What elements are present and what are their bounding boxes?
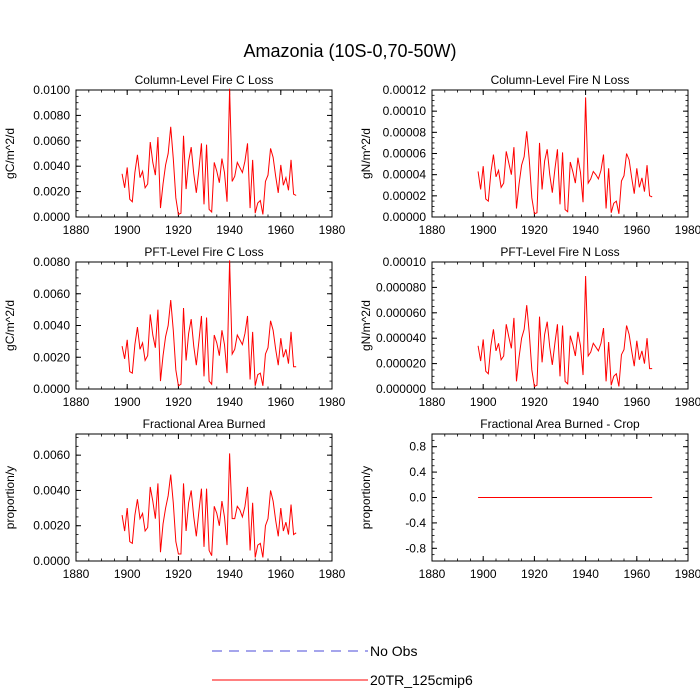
y-tick-label: 0.0000 [33,382,70,396]
y-tick-label: -0.4 [405,516,426,530]
x-tick-label: 1880 [63,567,90,581]
y-axis-label: gN/m^2/d [359,128,373,179]
figure-title: Amazonia (10S-0,70-50W) [243,41,456,61]
x-tick-label: 1940 [216,567,243,581]
panel-4: PFT-Level Fire N Loss 1880 1900 1920 1940 196… [359,245,700,409]
y-tick-label: 0.00010 [383,104,427,118]
legend: No Obs 20TR_125cmip6 [212,643,473,688]
x-tick-label: 1880 [419,567,446,581]
panel-6: Fractional Area Burned - Crop 1880 1900 192… [359,417,700,581]
y-tick-label: 0.00006 [383,147,427,161]
x-tick-label: 1900 [470,567,497,581]
x-tick-label: 1980 [675,567,700,581]
x-tick-label: 1940 [216,223,243,237]
x-tick-label: 1900 [470,223,497,237]
y-tick-label: 0.00002 [383,189,427,203]
x-tick-label: 1900 [114,567,141,581]
x-tick-label: 1980 [675,223,700,237]
y-tick-label: 0.000000 [376,382,426,396]
y-tick-label: 0.0080 [33,108,70,122]
panel-3: PFT-Level Fire C Loss 1880 1900 1920 1940 196… [3,245,346,409]
panel-title: Column-Level Fire C Loss [135,73,274,87]
panel-title: PFT-Level Fire N Loss [500,245,619,259]
x-tick-label: 1960 [267,395,294,409]
panel-title: Column-Level Fire N Loss [491,73,630,87]
x-tick-label: 1920 [521,223,548,237]
y-tick-label: 0.0060 [33,287,70,301]
panel-1: Column-Level Fire C Loss 1880 1900 1920 1940… [3,73,346,237]
y-tick-label: 0.00004 [383,168,427,182]
y-tick-label: 0.4 [409,465,426,479]
y-tick-label: 0.0100 [33,83,70,97]
y-tick-label: 0.0020 [33,519,70,533]
y-tick-label: 0.000040 [376,331,426,345]
x-tick-label: 1920 [165,395,192,409]
series-line [121,88,297,216]
y-tick-label: 0.000020 [376,357,426,371]
x-tick-label: 1960 [267,223,294,237]
y-tick-label: 0.0000 [33,210,70,224]
y-tick-label: 0.00010 [383,255,427,269]
x-tick-label: 1980 [675,395,700,409]
y-tick-label: 0.0020 [33,185,70,199]
y-tick-label: 0.0 [409,491,426,505]
y-axis-label: gC/m^2/d [3,300,17,351]
panel-2: Column-Level Fire N Loss 1880 1900 1920 1940… [359,73,700,237]
x-tick-label: 1880 [419,395,446,409]
x-tick-label: 1960 [623,223,650,237]
y-tick-label: 0.000060 [376,306,426,320]
y-tick-label: 0.00000 [383,210,427,224]
legend-label: No Obs [370,643,417,659]
y-tick-label: 0.00008 [383,125,427,139]
y-tick-label: 0.0000 [33,554,70,568]
y-tick-label: 0.0040 [33,483,70,497]
x-tick-label: 1960 [267,567,294,581]
y-tick-label: 0.0060 [33,134,70,148]
y-tick-label: 0.0040 [33,319,70,333]
panel-title: Fractional Area Burned [143,417,266,431]
series-line [121,260,297,387]
x-tick-label: 1920 [165,567,192,581]
series-line [477,97,653,215]
x-tick-label: 1960 [623,567,650,581]
panel-5: Fractional Area Burned 1880 1900 1920 1940 19… [3,417,346,581]
panels: Column-Level Fire C Loss 1880 1900 1920 1940… [3,73,700,581]
series-line [477,275,653,388]
x-tick-label: 1900 [114,223,141,237]
y-tick-label: 0.0020 [33,350,70,364]
x-tick-label: 1940 [572,223,599,237]
panel-title: Fractional Area Burned - Crop [480,417,640,431]
x-tick-label: 1980 [319,567,346,581]
y-tick-label: 0.8 [409,440,426,454]
x-tick-label: 1940 [572,567,599,581]
x-tick-label: 1920 [165,223,192,237]
y-tick-label: 0.0080 [33,255,70,269]
y-axis-label: gN/m^2/d [359,300,373,351]
y-axis-label: proportion/y [359,466,373,529]
x-tick-label: 1880 [63,395,90,409]
y-tick-label: 0.0060 [33,448,70,462]
x-tick-label: 1940 [216,395,243,409]
y-axis-label: gC/m^2/d [3,128,17,179]
legend-label: 20TR_125cmip6 [370,672,473,688]
y-tick-label: 0.0040 [33,159,70,173]
x-tick-label: 1880 [419,223,446,237]
x-tick-label: 1940 [572,395,599,409]
x-tick-label: 1880 [63,223,90,237]
series-line [121,453,297,558]
x-tick-label: 1980 [319,223,346,237]
x-tick-label: 1980 [319,395,346,409]
y-tick-label: -0.8 [405,541,426,555]
x-tick-label: 1900 [114,395,141,409]
panel-title: PFT-Level Fire C Loss [144,245,263,259]
x-tick-label: 1920 [521,567,548,581]
x-tick-label: 1900 [470,395,497,409]
x-tick-label: 1920 [521,395,548,409]
y-axis-label: proportion/y [3,466,17,529]
y-tick-label: 0.00012 [383,83,427,97]
x-tick-label: 1960 [623,395,650,409]
y-tick-label: 0.000080 [376,280,426,294]
